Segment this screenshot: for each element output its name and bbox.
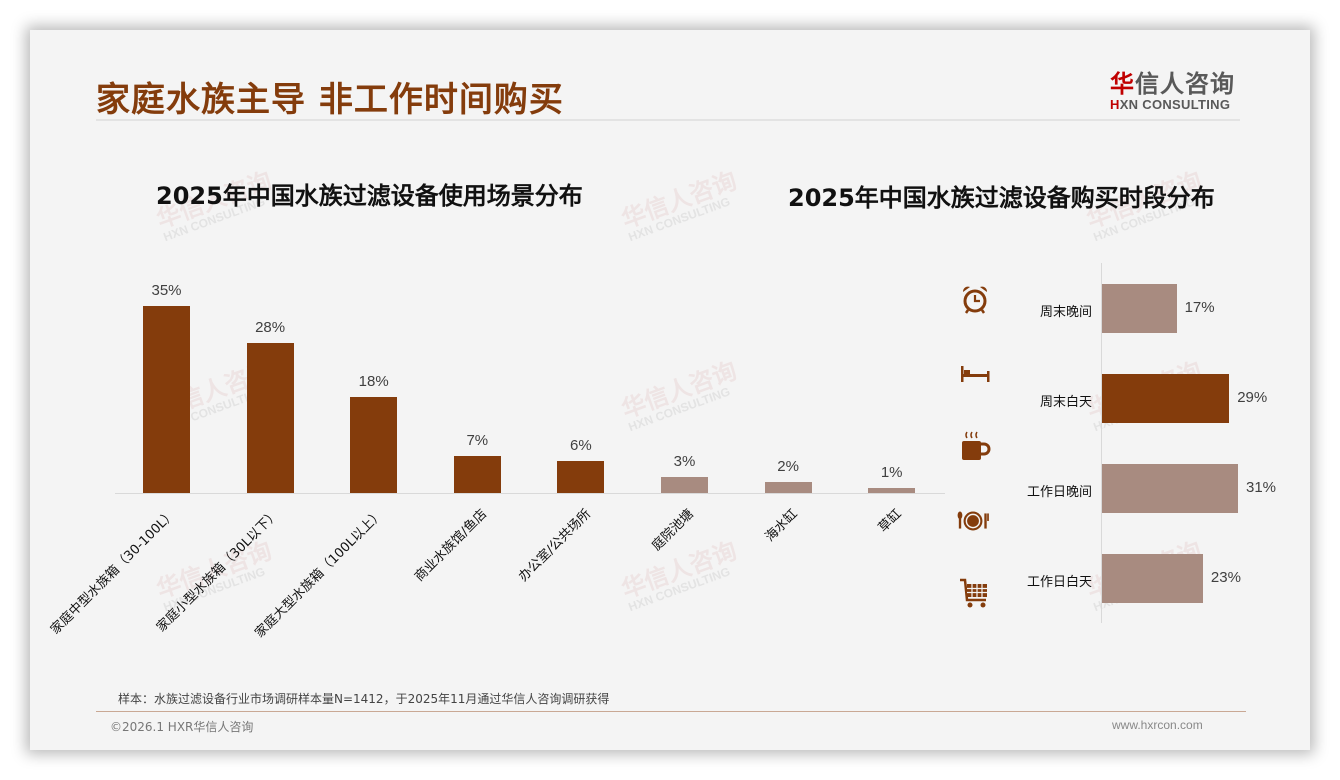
plate-cutlery-icon — [957, 511, 989, 531]
x-axis-line — [115, 493, 945, 494]
website-link[interactable]: www.hxrcon.com — [1112, 718, 1203, 732]
coffee-mug-icon — [962, 431, 991, 460]
bar — [453, 455, 501, 493]
bar — [764, 482, 812, 493]
bar-value-label: 29% — [1237, 389, 1268, 406]
copyright-text: ©2026.1 HXR华信人咨询 — [110, 720, 254, 734]
bar — [1102, 554, 1203, 603]
bar — [1102, 374, 1230, 423]
logo-cn-red: 华 — [1110, 70, 1135, 98]
bar-value-label: 35% — [151, 282, 182, 299]
footer-divider — [96, 711, 1246, 712]
bar — [661, 476, 708, 493]
alarm-clock-icon — [962, 286, 988, 314]
bar-value-label: 1% — [880, 463, 903, 481]
logo-cn-text: 信人咨询 — [1135, 70, 1235, 98]
category-label: 办公室/公共场所 — [515, 506, 594, 585]
category-label: 庭院池塘 — [649, 506, 698, 554]
bar — [246, 343, 294, 493]
bar-value-label: 7% — [466, 431, 489, 449]
bar-value-label: 6% — [570, 436, 592, 454]
purchase-time-chart-title: 2025年中国水族过滤设备购买时段分布 — [788, 184, 1215, 212]
page-title: 家庭水族主导 非工作时间购买 — [96, 80, 564, 120]
logo-en-text: XN CONSULTING — [1119, 97, 1231, 112]
bar-value-label: 23% — [1210, 569, 1241, 586]
bar — [350, 396, 398, 493]
company-logo: 华信人咨询 HXN CONSULTING — [1110, 64, 1250, 112]
category-label: 工作日白天 — [1026, 575, 1092, 590]
category-label: 周末晚间 — [1039, 305, 1092, 320]
bed-icon — [961, 366, 990, 382]
bar-value-label: 3% — [673, 452, 696, 470]
shopping-cart-icon — [960, 578, 987, 608]
bar — [143, 306, 190, 493]
bar-value-label: 2% — [777, 458, 799, 476]
logo-en-red: H — [1110, 97, 1120, 112]
category-label: 海水缸 — [762, 506, 801, 545]
bar-value-label: 18% — [358, 372, 389, 390]
bar — [1102, 284, 1177, 333]
slide: 家庭水族主导 非工作时间购买 华信人咨询 HXN CONSULTING 华信人咨… — [30, 30, 1310, 750]
category-label: 草缸 — [875, 506, 905, 536]
bar-value-label: 28% — [255, 319, 286, 337]
y-axis-line — [1101, 263, 1102, 623]
bar — [868, 487, 916, 493]
title-divider — [96, 119, 1240, 121]
bar-value-label: 17% — [1184, 299, 1215, 316]
category-label: 工作日晚间 — [1026, 485, 1092, 500]
bar — [557, 460, 605, 493]
category-label: 商业水族馆/鱼店 — [411, 506, 491, 585]
bar — [1102, 464, 1238, 513]
usage-chart-title: 2025年中国水族过滤设备使用场景分布 — [156, 182, 583, 210]
sample-note: 样本：水族过滤设备行业市场调研样本量N=1412，于2025年11月通过华信人咨… — [118, 692, 610, 706]
category-label: 周末白天 — [1039, 395, 1092, 410]
bar-value-label: 31% — [1246, 479, 1277, 496]
